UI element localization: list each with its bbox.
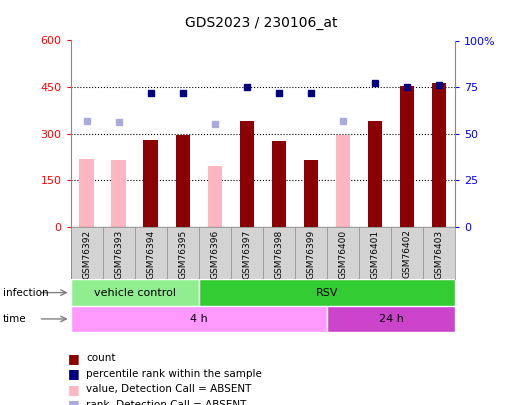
Bar xyxy=(199,279,455,306)
Text: 24 h: 24 h xyxy=(379,314,403,324)
Text: percentile rank within the sample: percentile rank within the sample xyxy=(86,369,262,379)
Bar xyxy=(432,83,446,227)
Text: GSM76393: GSM76393 xyxy=(114,229,123,279)
Text: GSM76400: GSM76400 xyxy=(338,229,347,279)
Bar xyxy=(368,121,382,227)
Text: GSM76402: GSM76402 xyxy=(403,229,412,278)
Bar xyxy=(400,85,414,227)
Bar xyxy=(240,121,254,227)
Text: GSM76401: GSM76401 xyxy=(370,229,379,279)
Text: GDS2023 / 230106_at: GDS2023 / 230106_at xyxy=(185,16,338,30)
Text: RSV: RSV xyxy=(315,288,338,298)
Text: rank, Detection Call = ABSENT: rank, Detection Call = ABSENT xyxy=(86,400,247,405)
Text: time: time xyxy=(3,314,26,324)
Bar xyxy=(79,159,94,227)
Text: ■: ■ xyxy=(68,367,79,380)
Text: ■: ■ xyxy=(68,398,79,405)
Bar xyxy=(304,160,318,227)
Text: 4 h: 4 h xyxy=(190,314,208,324)
Bar xyxy=(143,140,158,227)
Bar xyxy=(111,160,126,227)
Text: GSM76392: GSM76392 xyxy=(82,229,91,279)
Text: value, Detection Call = ABSENT: value, Detection Call = ABSENT xyxy=(86,384,252,394)
Text: GSM76397: GSM76397 xyxy=(242,229,251,279)
Text: ■: ■ xyxy=(68,383,79,396)
Bar xyxy=(208,166,222,227)
Text: infection: infection xyxy=(3,288,48,298)
Text: vehicle control: vehicle control xyxy=(94,288,176,298)
Text: GSM76399: GSM76399 xyxy=(306,229,315,279)
Text: GSM76396: GSM76396 xyxy=(210,229,219,279)
Text: GSM76398: GSM76398 xyxy=(275,229,283,279)
Bar xyxy=(336,135,350,227)
Bar xyxy=(176,135,190,227)
Bar xyxy=(271,141,286,227)
Text: count: count xyxy=(86,354,116,363)
Text: GSM76394: GSM76394 xyxy=(146,229,155,279)
Bar xyxy=(71,279,199,306)
Bar xyxy=(327,306,455,332)
Bar xyxy=(71,306,327,332)
Text: GSM76403: GSM76403 xyxy=(435,229,444,279)
Text: GSM76395: GSM76395 xyxy=(178,229,187,279)
Text: ■: ■ xyxy=(68,352,79,365)
